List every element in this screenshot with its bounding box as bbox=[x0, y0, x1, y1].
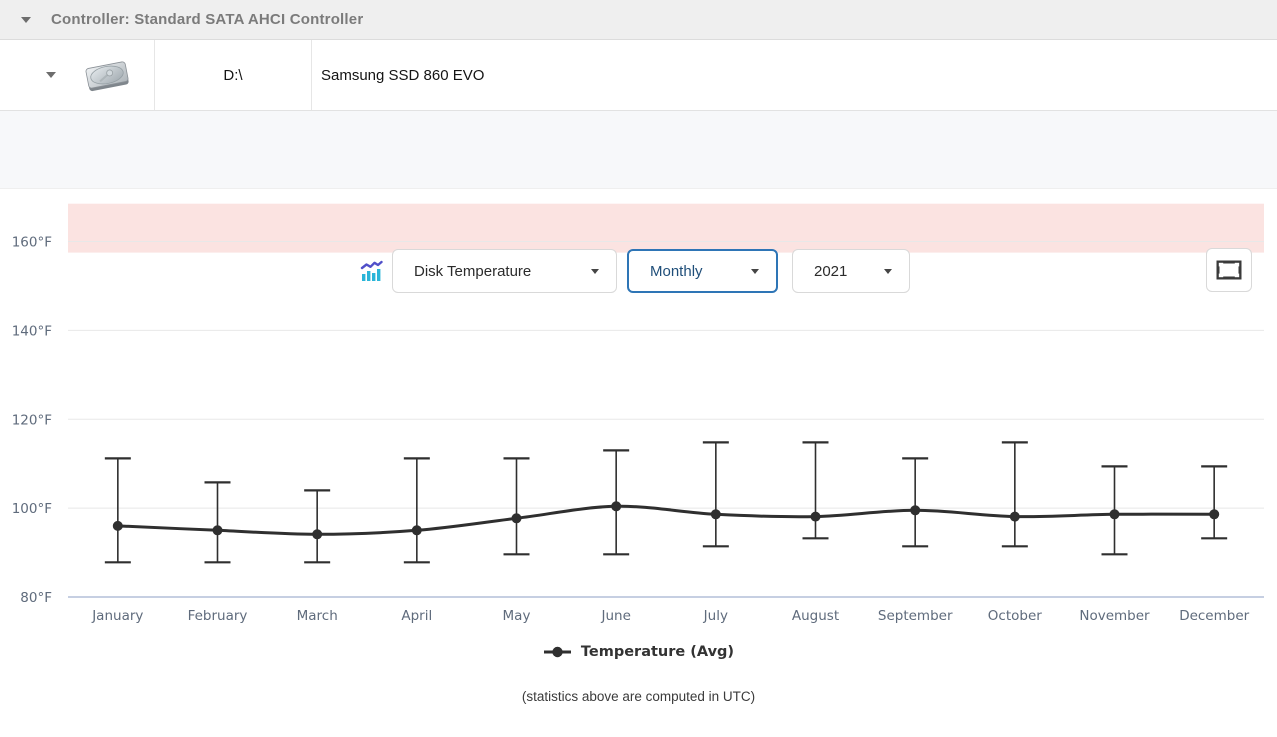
svg-text:May: May bbox=[503, 608, 531, 624]
chart-type-value: Disk Temperature bbox=[414, 262, 532, 280]
svg-text:October: October bbox=[988, 608, 1042, 624]
chevron-down-icon bbox=[884, 268, 892, 274]
chart-toolbar: Disk Temperature Monthly 2021 bbox=[0, 111, 1277, 293]
svg-text:June: June bbox=[600, 608, 630, 624]
svg-text:120°F: 120°F bbox=[12, 412, 52, 428]
controller-title: Controller: Standard SATA AHCI Controlle… bbox=[51, 11, 364, 28]
svg-text:April: April bbox=[401, 608, 432, 624]
drive-letter: D:\ bbox=[155, 40, 312, 110]
temperature-line-chart: 80°F 100°F 120°F 140°F 160°F January February M… bbox=[12, 203, 1264, 624]
chevron-down-icon bbox=[591, 268, 599, 274]
hard-disk-icon bbox=[85, 61, 129, 92]
svg-text:140°F: 140°F bbox=[12, 323, 52, 339]
disk-row-icon-cell bbox=[0, 40, 155, 110]
svg-text:80°F: 80°F bbox=[20, 590, 52, 606]
svg-text:December: December bbox=[1179, 608, 1249, 624]
svg-text:November: November bbox=[1079, 608, 1150, 624]
svg-text:100°F: 100°F bbox=[12, 501, 52, 517]
svg-text:July: July bbox=[703, 608, 728, 624]
svg-text:August: August bbox=[792, 608, 839, 624]
chevron-down-icon bbox=[751, 268, 759, 274]
disk-model: Samsung SSD 860 EVO bbox=[321, 66, 485, 84]
disk-row[interactable]: D:\ Samsung SSD 860 EVO bbox=[0, 40, 1277, 111]
legend-label: Temperature (Avg) bbox=[580, 644, 735, 660]
legend-line-marker-icon bbox=[543, 646, 571, 658]
utc-footnote: (statistics above are computed in UTC) bbox=[521, 689, 756, 704]
fullscreen-button[interactable] bbox=[1206, 248, 1252, 292]
fullscreen-icon bbox=[1216, 260, 1242, 280]
stats-chart-icon bbox=[360, 260, 383, 281]
svg-text:September: September bbox=[878, 608, 953, 624]
controller-collapse-chevron-icon[interactable] bbox=[21, 16, 31, 23]
disk-expand-chevron-icon[interactable] bbox=[46, 72, 56, 78]
period-dropdown[interactable]: Monthly bbox=[627, 249, 778, 293]
svg-text:160°F: 160°F bbox=[12, 235, 52, 251]
year-dropdown[interactable]: 2021 bbox=[792, 249, 910, 293]
controller-header: Controller: Standard SATA AHCI Controlle… bbox=[0, 0, 1277, 40]
chart-type-dropdown[interactable]: Disk Temperature bbox=[392, 249, 617, 293]
svg-text:February: February bbox=[188, 608, 248, 624]
chart-legend[interactable]: Temperature (Avg) bbox=[0, 644, 1277, 660]
year-value: 2021 bbox=[814, 262, 848, 280]
period-value: Monthly bbox=[650, 262, 703, 280]
svg-text:March: March bbox=[297, 608, 338, 624]
svg-text:January: January bbox=[91, 608, 143, 624]
